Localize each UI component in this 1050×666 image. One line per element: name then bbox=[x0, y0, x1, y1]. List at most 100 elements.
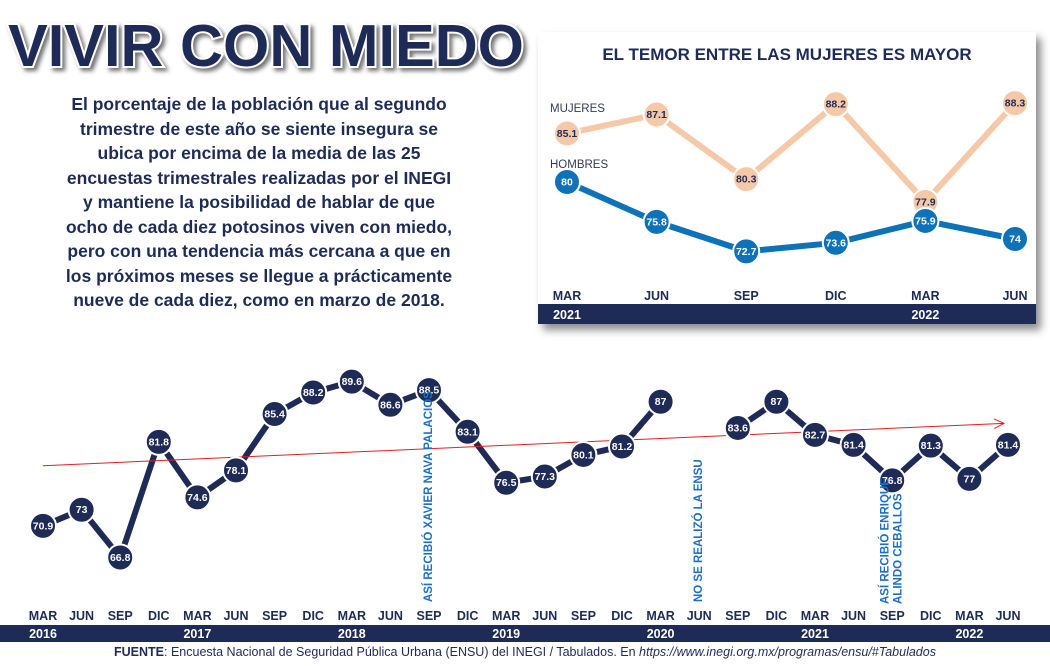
data-point bbox=[67, 495, 96, 524]
x-tick-label: DIC bbox=[611, 609, 633, 623]
data-label: 80.1 bbox=[573, 449, 594, 461]
inset-x-tick-label: JUN bbox=[644, 289, 669, 303]
trend-arrowhead bbox=[993, 418, 1006, 429]
inset-year-band bbox=[538, 304, 1036, 324]
x-tick-label: JUN bbox=[532, 609, 557, 623]
main-title: VIVIR CON MIEDO bbox=[8, 13, 524, 79]
data-label: 74.6 bbox=[187, 492, 208, 504]
x-tick-label: MAR bbox=[955, 609, 983, 623]
inset-data-point bbox=[821, 90, 850, 119]
year-band bbox=[0, 625, 1050, 642]
data-label: 87 bbox=[655, 396, 667, 408]
data-label: 87 bbox=[771, 396, 783, 408]
inset-data-point bbox=[911, 206, 940, 235]
inset-data-point bbox=[732, 237, 761, 266]
data-label: 83.1 bbox=[457, 426, 478, 438]
inset-year-label: 2021 bbox=[553, 308, 581, 322]
inset-data-label: 88.3 bbox=[1005, 98, 1026, 110]
x-tick-label: SEP bbox=[880, 609, 905, 623]
data-point bbox=[415, 376, 443, 405]
inset-x-tick-label: JUN bbox=[1002, 289, 1027, 303]
description-line: los próximos meses se llegue a prácticam… bbox=[65, 265, 453, 286]
data-label: 66.8 bbox=[110, 552, 131, 564]
inset-data-label: 80 bbox=[561, 177, 573, 189]
data-label: 81.3 bbox=[921, 440, 942, 452]
data-point bbox=[106, 543, 135, 572]
inset-line-chart: EL TEMOR ENTRE LAS MUJERES ES MAYOR MUJER… bbox=[538, 32, 1036, 324]
inset-data-label: 80.3 bbox=[736, 174, 757, 186]
data-label: 76.8 bbox=[882, 475, 903, 487]
inset-data-point bbox=[1001, 225, 1029, 253]
description-line: ocho de cada diez potosinos viven con mi… bbox=[65, 216, 453, 237]
data-point bbox=[646, 387, 675, 416]
inset-year-label: 2022 bbox=[911, 308, 939, 322]
data-label: 88.5 bbox=[419, 385, 440, 397]
inset-data-label: 74 bbox=[1009, 234, 1021, 246]
year-label: 2020 bbox=[647, 627, 675, 641]
data-point bbox=[492, 468, 521, 497]
x-tick-label: JUN bbox=[841, 609, 866, 623]
inset-data-point bbox=[732, 165, 761, 194]
inset-x-tick-label: MAR bbox=[553, 289, 581, 303]
data-point bbox=[801, 420, 829, 449]
x-tick-label: JUN bbox=[378, 609, 403, 623]
data-point bbox=[222, 456, 250, 485]
inset-data-label: 72.7 bbox=[736, 246, 757, 258]
series-name-label: MUJERES bbox=[550, 103, 605, 115]
data-point bbox=[762, 387, 791, 416]
data-point bbox=[994, 430, 1022, 459]
year-label: 2017 bbox=[183, 627, 211, 641]
data-point bbox=[878, 466, 907, 495]
source-label: FUENTE bbox=[114, 645, 165, 659]
x-tick-label: DIC bbox=[457, 609, 479, 623]
inset-data-point bbox=[553, 119, 581, 148]
inset-data-label: 88.2 bbox=[826, 99, 847, 111]
inset-data-point bbox=[1001, 89, 1029, 118]
x-tick-label: SEP bbox=[416, 609, 441, 623]
x-tick-label: SEP bbox=[108, 609, 133, 623]
x-tick-label: MAR bbox=[183, 609, 211, 623]
inset-series-line bbox=[564, 179, 1018, 255]
x-tick-label: MAR bbox=[29, 609, 57, 623]
x-tick-label: DIC bbox=[148, 609, 170, 623]
inset-data-label: 75.9 bbox=[915, 215, 936, 227]
description-line: y mantiene la posibilidad de hablar de q… bbox=[82, 192, 436, 212]
x-tick-label: MAR bbox=[801, 609, 829, 623]
data-point bbox=[144, 427, 173, 456]
data-label: 77.3 bbox=[535, 471, 556, 483]
data-point bbox=[569, 440, 598, 469]
annotation-text: ASÍ RECIBIÓ ENRIQUE bbox=[879, 478, 892, 604]
trend-line bbox=[42, 422, 1005, 467]
x-tick-label: MAR bbox=[646, 609, 674, 623]
data-label: 81.8 bbox=[149, 436, 170, 448]
series-line bbox=[40, 378, 664, 561]
inset-title: EL TEMOR ENTRE LAS MUJERES ES MAYOR bbox=[602, 45, 971, 64]
x-tick-label: JUN bbox=[223, 609, 248, 623]
inset-x-tick-label: MAR bbox=[911, 289, 939, 303]
x-tick-label: DIC bbox=[920, 609, 942, 623]
series-name-label: HOMBRES bbox=[550, 159, 608, 171]
x-tick-label: DIC bbox=[302, 609, 324, 623]
description-line: nueve de cada diez, como en marzo de 201… bbox=[73, 290, 445, 310]
data-point bbox=[608, 432, 636, 461]
description-line: trimestre de este año se siente insegura… bbox=[80, 118, 438, 139]
data-label: 89.6 bbox=[342, 376, 363, 388]
data-point bbox=[916, 431, 945, 460]
description-line: pero con una tendencia más cercana a que… bbox=[67, 241, 451, 261]
source-text: : Encuesta Nacional de Seguridad Pública… bbox=[164, 645, 640, 659]
data-point bbox=[299, 378, 328, 407]
year-label: 2016 bbox=[29, 627, 57, 641]
source-url: https://www.inegi.org.mx/programas/ensu/… bbox=[639, 645, 936, 659]
data-point bbox=[723, 413, 752, 442]
inset-data-point bbox=[642, 100, 671, 129]
description: El porcentaje de la población que al seg… bbox=[14, 92, 504, 313]
inset-background bbox=[538, 32, 1036, 324]
data-point bbox=[453, 417, 482, 446]
data-label: 85.4 bbox=[264, 409, 285, 421]
data-point bbox=[530, 462, 559, 491]
inset-x-tick-label: DIC bbox=[825, 289, 847, 303]
data-label: 86.6 bbox=[380, 399, 401, 411]
data-label: 78.1 bbox=[226, 465, 247, 477]
data-point bbox=[29, 511, 57, 540]
